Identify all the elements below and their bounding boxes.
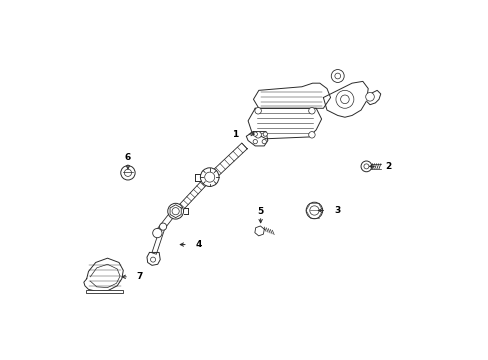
- Circle shape: [308, 132, 314, 138]
- Polygon shape: [246, 132, 267, 146]
- Text: 6: 6: [124, 153, 131, 162]
- Circle shape: [262, 139, 266, 144]
- Polygon shape: [170, 205, 181, 218]
- Circle shape: [172, 208, 179, 215]
- Polygon shape: [152, 226, 164, 254]
- Polygon shape: [83, 258, 123, 291]
- Circle shape: [334, 73, 340, 79]
- Text: 5: 5: [257, 207, 263, 216]
- Circle shape: [305, 202, 322, 219]
- Text: 2: 2: [384, 162, 390, 171]
- Circle shape: [121, 166, 135, 180]
- Polygon shape: [253, 83, 330, 108]
- Polygon shape: [323, 81, 367, 117]
- Polygon shape: [247, 108, 321, 139]
- Circle shape: [167, 203, 183, 219]
- Circle shape: [124, 169, 131, 176]
- Circle shape: [309, 206, 319, 215]
- Circle shape: [363, 164, 368, 169]
- Polygon shape: [156, 214, 173, 234]
- Circle shape: [360, 161, 371, 172]
- Text: 3: 3: [333, 206, 340, 215]
- Circle shape: [159, 223, 166, 230]
- Circle shape: [150, 257, 155, 262]
- Text: 7: 7: [136, 272, 142, 281]
- Bar: [86, 290, 122, 293]
- Circle shape: [253, 132, 257, 136]
- Text: 1: 1: [232, 130, 238, 139]
- Circle shape: [365, 93, 373, 101]
- Circle shape: [308, 108, 314, 114]
- Circle shape: [263, 132, 267, 136]
- Text: 4: 4: [195, 240, 202, 249]
- Circle shape: [254, 132, 261, 138]
- Polygon shape: [147, 252, 160, 265]
- Polygon shape: [177, 180, 207, 211]
- Polygon shape: [366, 90, 380, 105]
- Circle shape: [204, 172, 214, 182]
- Polygon shape: [211, 143, 247, 177]
- Circle shape: [330, 69, 344, 82]
- Circle shape: [340, 95, 348, 104]
- Polygon shape: [254, 226, 264, 236]
- Circle shape: [254, 108, 261, 114]
- Circle shape: [335, 90, 353, 108]
- Circle shape: [253, 139, 257, 144]
- Circle shape: [200, 168, 219, 186]
- Circle shape: [152, 228, 162, 238]
